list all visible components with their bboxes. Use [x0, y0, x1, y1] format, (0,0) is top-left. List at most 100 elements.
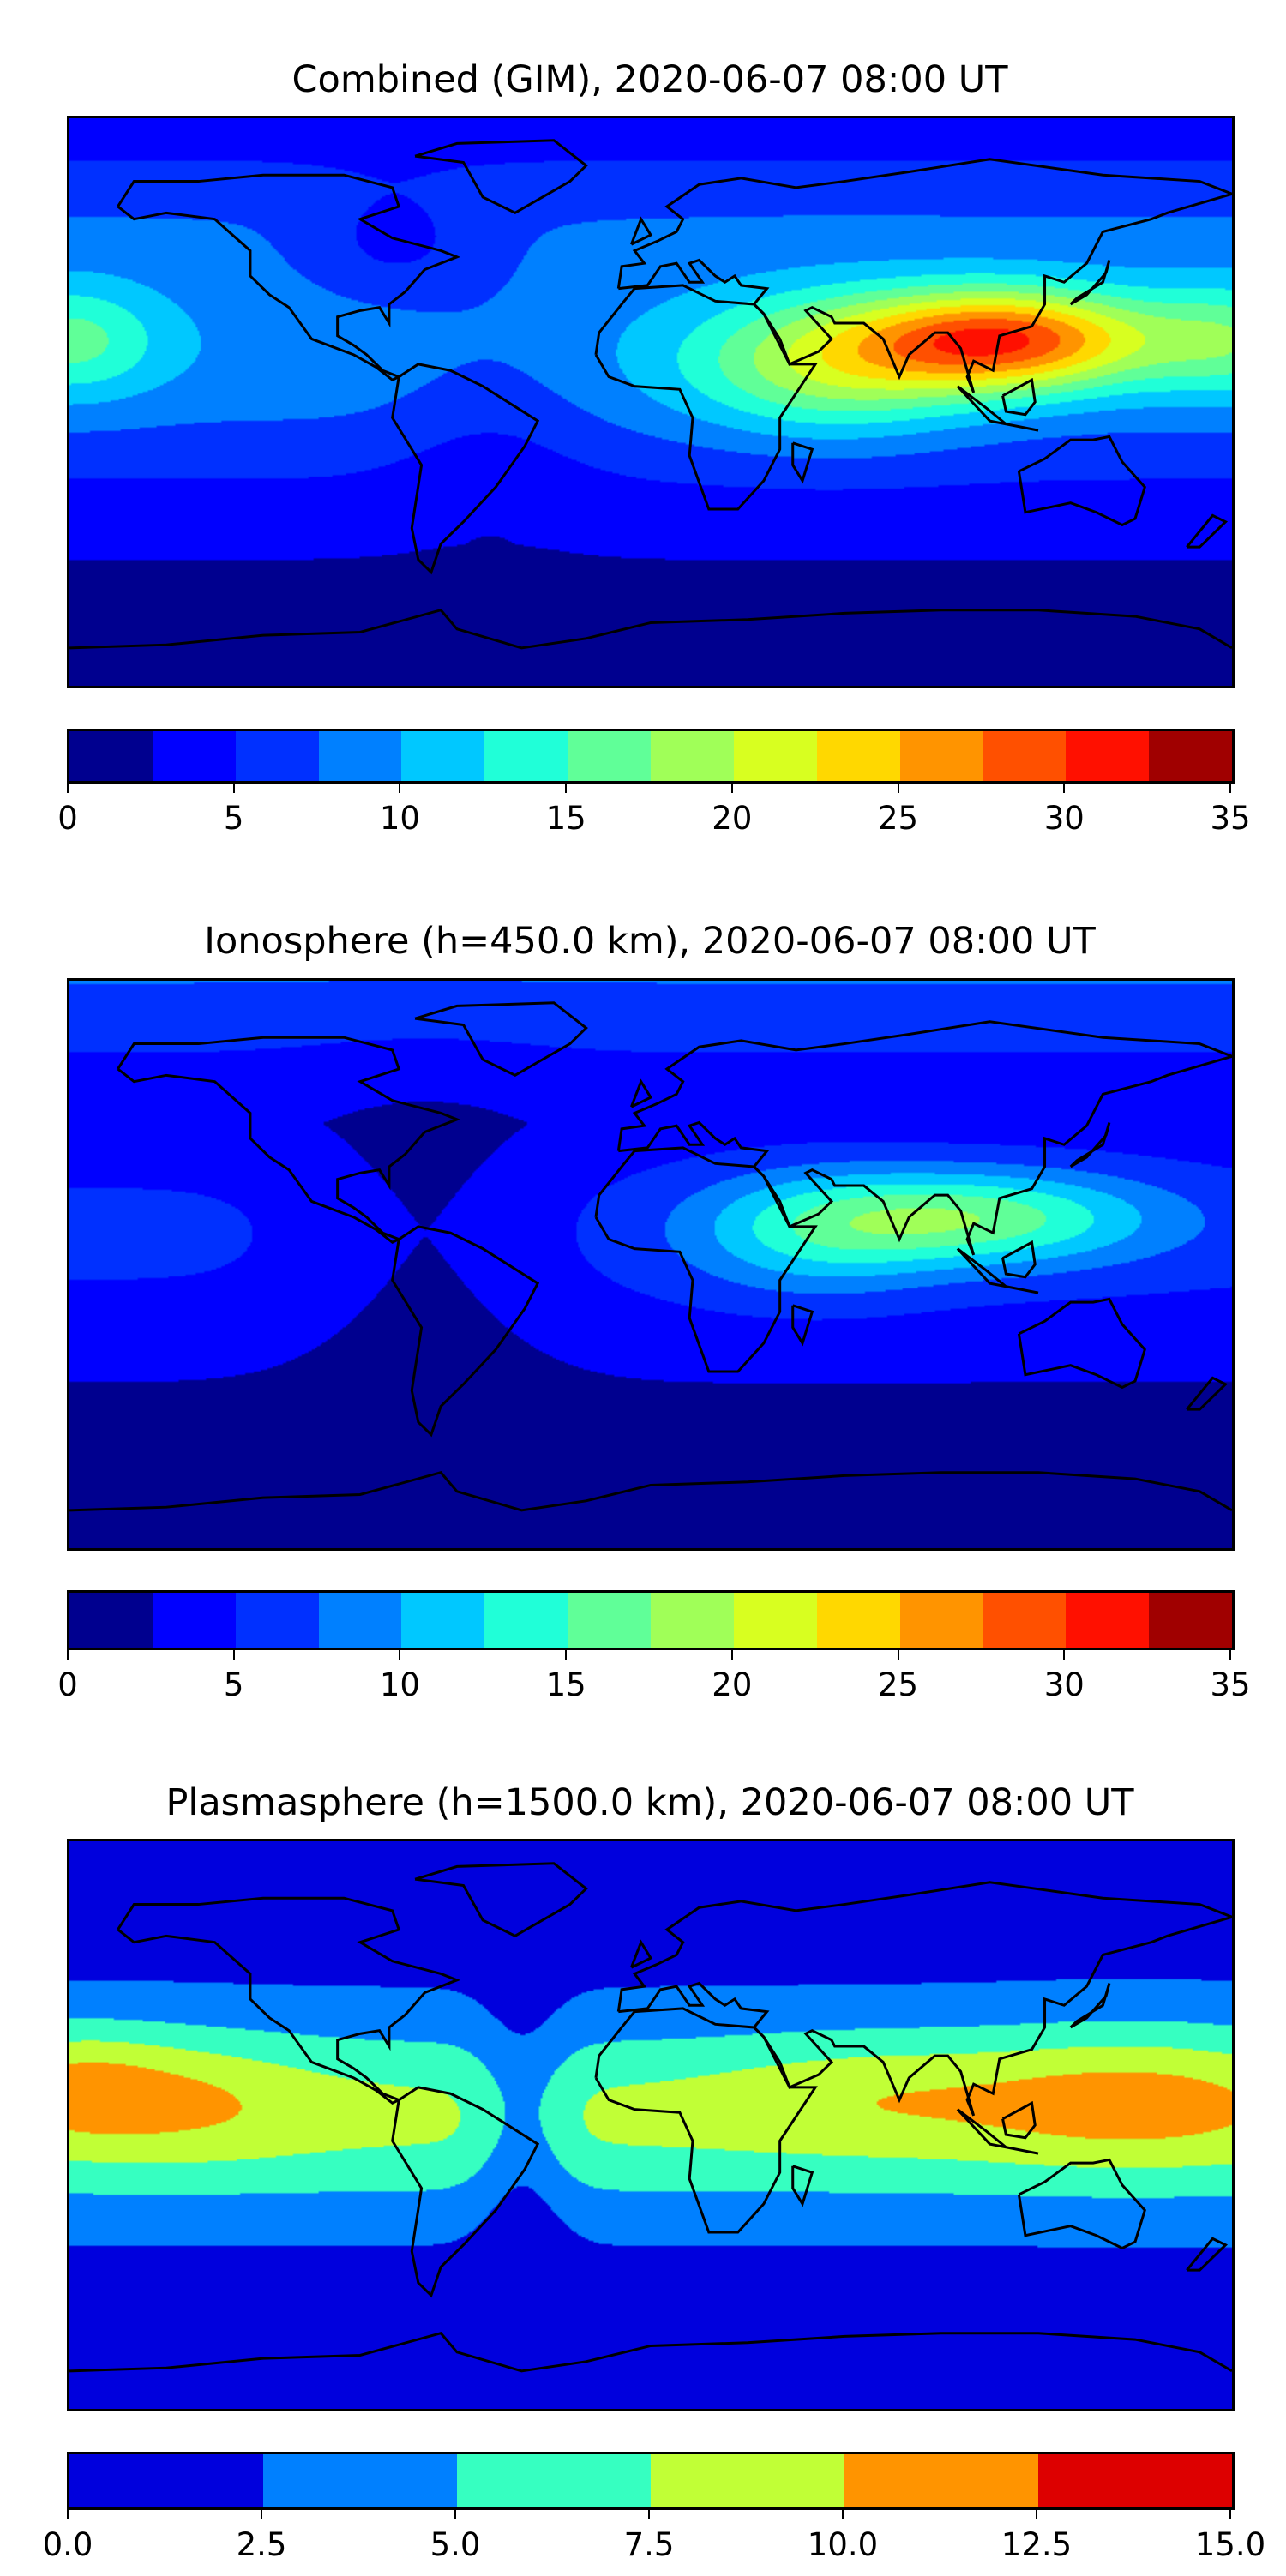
colorbar-segment	[568, 731, 652, 781]
coastline	[631, 1082, 651, 1107]
coastline	[596, 2009, 815, 2232]
colorbar-tick-label: 0	[57, 1666, 78, 1703]
colorbar-tick-label: 25	[878, 800, 919, 837]
colorbar-plasmasphere	[67, 2452, 1235, 2510]
colorbar-tick	[1229, 2507, 1231, 2519]
coastline	[118, 1898, 458, 2103]
coastline	[1003, 1242, 1036, 1276]
colorbar-tick	[454, 2507, 456, 2519]
coastline	[1187, 1378, 1225, 1409]
coastline	[69, 2333, 1232, 2371]
colorbar-tick	[730, 1648, 733, 1660]
coastline	[618, 1882, 1232, 2116]
colorbar-tick-label: 10	[379, 800, 420, 837]
coastline	[958, 2110, 1038, 2153]
colorbar-tick	[565, 1648, 568, 1660]
contour-field	[69, 1841, 1232, 2409]
colorbar-tick-label: 7.5	[623, 2526, 675, 2563]
map-combined	[67, 116, 1235, 688]
colorbar-tick	[67, 1648, 69, 1660]
coastline	[1187, 515, 1225, 547]
coastline	[393, 364, 538, 573]
colorbar-tick	[897, 1648, 899, 1660]
colorbar-segment	[235, 1593, 319, 1648]
colorbar-tick-label: 35	[1210, 1666, 1251, 1703]
colorbar-segment	[983, 731, 1067, 781]
colorbar-segment	[263, 2454, 457, 2507]
coastline	[415, 1003, 586, 1076]
colorbar-tick	[261, 2507, 262, 2519]
colorbar-segment	[484, 731, 568, 781]
coastline	[1003, 380, 1036, 414]
colorbar-segment	[457, 2454, 651, 2507]
colorbar-tick	[399, 781, 401, 793]
colorbar-segment	[844, 2454, 1038, 2507]
coastline	[1071, 261, 1109, 304]
coastline	[793, 2166, 813, 2204]
coastline	[1071, 1123, 1109, 1167]
colorbar-tick-label: 20	[712, 1666, 753, 1703]
colorbar-segment	[733, 731, 817, 781]
coastline	[118, 1037, 458, 1242]
colorbar-segment	[1149, 1593, 1233, 1648]
coastline	[415, 1864, 586, 1937]
coastlines	[69, 118, 1232, 686]
colorbar-segment	[152, 1593, 236, 1648]
coastline	[415, 141, 586, 213]
coastlines	[69, 981, 1232, 1548]
colorbar-tick-label: 20	[712, 800, 753, 837]
colorbar-ionosphere	[67, 1590, 1235, 1650]
coastline	[1071, 1984, 1109, 2027]
coastline	[631, 219, 651, 244]
colorbar-tick-label: 0.0	[42, 2526, 93, 2563]
colorbar-combined	[67, 729, 1235, 784]
coastline	[596, 1148, 815, 1372]
colorbar-tick-label: 0	[57, 800, 78, 837]
coastline	[1019, 1299, 1145, 1387]
coastline	[1019, 2159, 1145, 2248]
coastline	[793, 443, 813, 481]
colorbar-tick-label: 5	[223, 800, 244, 837]
colorbar-tick-label: 10	[379, 1666, 420, 1703]
map-plasmasphere	[67, 1839, 1235, 2411]
colorbar-tick	[67, 2507, 69, 2519]
colorbar-segment	[152, 731, 236, 781]
coastline	[958, 1249, 1038, 1293]
colorbar-tick-label: 15	[545, 1666, 586, 1703]
colorbar-segment	[568, 1593, 652, 1648]
colorbar-tick	[232, 1648, 235, 1660]
colorbar-tick-label: 15	[545, 800, 586, 837]
colorbar-segment	[484, 1593, 568, 1648]
colorbar-segment	[318, 1593, 402, 1648]
colorbar-tick	[1063, 1648, 1066, 1660]
colorbar-tick-label: 5	[223, 1666, 244, 1703]
coastline	[793, 1306, 813, 1343]
colorbar-tick	[897, 781, 899, 793]
coastline	[1019, 436, 1145, 525]
colorbar-tick-label: 5.0	[430, 2526, 481, 2563]
coastline	[393, 2087, 538, 2296]
colorbar-segment	[318, 731, 402, 781]
coastline	[1187, 2238, 1225, 2270]
title-plasmasphere: Plasmasphere (h=1500.0 km), 2020-06-07 0…	[165, 1781, 1134, 1824]
colorbar-segment	[899, 731, 983, 781]
colorbar-tick	[842, 2507, 844, 2519]
title-combined: Combined (GIM), 2020-06-07 08:00 UT	[291, 58, 1008, 101]
colorbar-segment	[401, 731, 485, 781]
colorbar-segment	[401, 1593, 485, 1648]
colorbar-segment	[651, 731, 734, 781]
colorbar-tick-label: 25	[878, 1666, 919, 1703]
coastline	[69, 610, 1232, 648]
colorbar-ticks-plasmasphere: 0.0 2.5 5.0 7.5 10.0 12.5 15.0	[43, 2507, 1265, 2576]
colorbar-tick-label: 15.0	[1194, 2526, 1266, 2563]
coastline	[618, 159, 1232, 393]
colorbar-tick	[399, 1648, 401, 1660]
colorbar-tick	[730, 781, 733, 793]
colorbar-tick	[67, 781, 69, 793]
colorbar-tick	[1063, 781, 1066, 793]
colorbar-segment	[651, 2454, 844, 2507]
colorbar-tick-label: 10.0	[807, 2526, 879, 2563]
colorbar-tick	[565, 781, 568, 793]
colorbar-segment	[1149, 731, 1233, 781]
title-ionosphere: Ionosphere (h=450.0 km), 2020-06-07 08:0…	[204, 920, 1096, 963]
